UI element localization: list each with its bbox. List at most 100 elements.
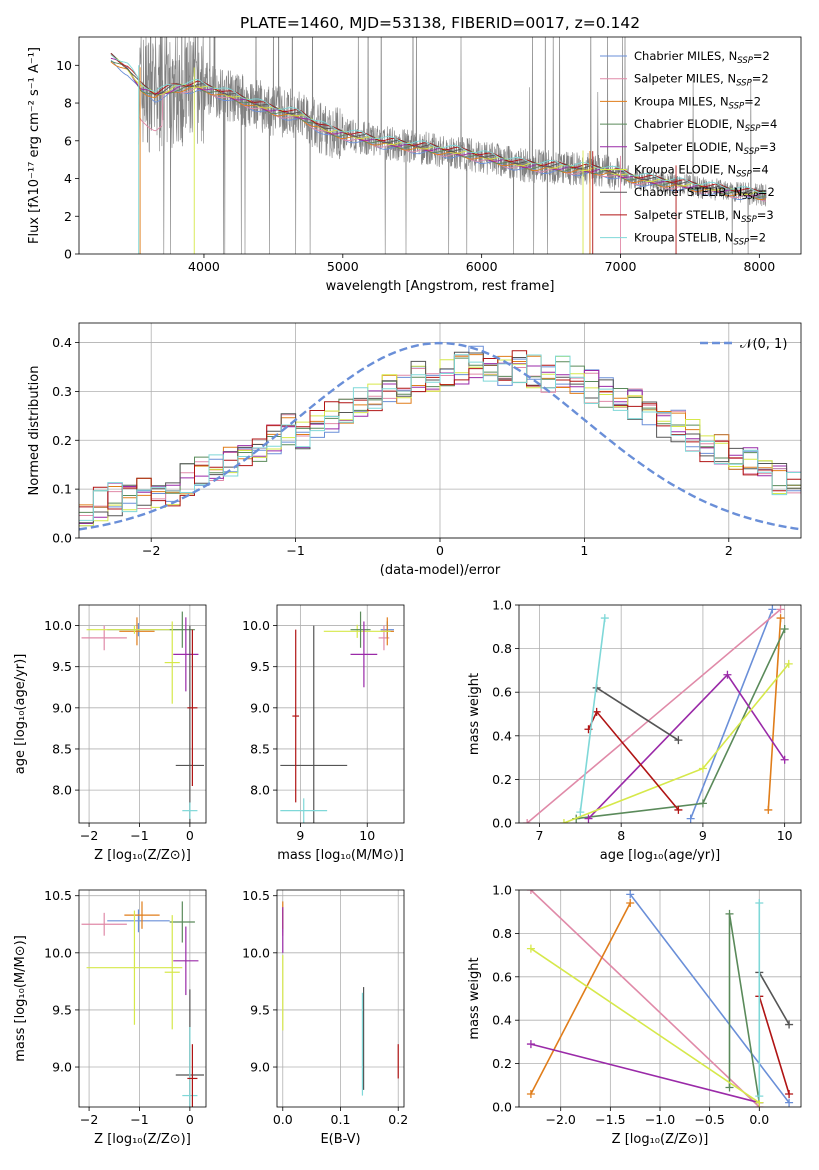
mass-weight-line — [530, 902, 631, 1095]
legend-sub: SSP — [745, 124, 761, 134]
y-tick-label: 0.4 — [52, 335, 72, 350]
y-tick-label: 9.5 — [52, 1002, 72, 1017]
mass-weight-marker — [526, 890, 535, 894]
x-axis-label: (data-model)/error — [380, 563, 501, 578]
x-tick-label: 0 — [186, 828, 194, 843]
legend-suffix: =2 — [753, 49, 770, 63]
mass-weight-line — [767, 618, 782, 810]
plot-area — [110, 37, 767, 254]
legend-name: Kroupa ELODIE, N — [634, 163, 736, 177]
legend-suffix: =2 — [749, 231, 766, 245]
legend-name: Kroupa MILES, N — [634, 94, 729, 108]
mass-weight-marker — [674, 736, 683, 745]
mass-weight-marker — [526, 1089, 535, 1098]
y-tick-label: 9.0 — [52, 700, 72, 715]
chart-3: −2 −1 0 8.0 8.5 9.0 9.5 10.0 Z [log₁₀(Z/Z⊙)] age … — [13, 604, 207, 863]
x-axis-label: age [log₁₀(age/yr)] — [600, 848, 721, 863]
y-tick-label: 0.4 — [492, 728, 512, 743]
axes-frame — [518, 889, 802, 1108]
x-tick-label: 0.2 — [388, 1112, 408, 1127]
y-tick-label: 0.2 — [492, 772, 512, 787]
plot-area — [81, 611, 204, 823]
mass-weight-marker — [784, 659, 793, 668]
y-tick-label: 8.0 — [52, 783, 72, 798]
x-tick-label: 5000 — [327, 259, 359, 274]
y-tick-label: 8 — [64, 96, 72, 111]
y-tick-label: 10.5 — [44, 888, 72, 903]
y-tick-label: 0.3 — [52, 384, 72, 399]
mass-weight-marker — [776, 605, 785, 614]
legend-sub: SSP — [736, 170, 752, 180]
y-axis-label: mass [log₁₀(M/M⊙)] — [13, 935, 28, 1062]
y-tick-label: 0 — [64, 247, 72, 262]
x-tick-label: −2.0 — [546, 1112, 576, 1127]
legend-entry: Salpeter MILES, NSSP=2 — [634, 72, 769, 89]
plot-area — [280, 611, 394, 823]
observed-spectrum — [138, 37, 767, 254]
mass-weight-marker — [755, 899, 764, 908]
mass-weight-marker — [674, 805, 683, 814]
y-tick-label: 0.6 — [492, 969, 512, 984]
mass-weight-line — [530, 890, 760, 1107]
legend-entry: Salpeter ELODIE, NSSP=3 — [634, 140, 776, 157]
legend-entry: Salpeter STELIB, NSSP=3 — [634, 208, 774, 225]
legend-name: Salpeter MILES, N — [634, 72, 736, 86]
y-tick-label: 0.8 — [492, 641, 512, 656]
axes-frame — [518, 604, 802, 824]
legend-suffix: =4 — [752, 163, 769, 177]
mass-weight-marker — [626, 890, 635, 899]
x-tick-label: 9 — [296, 828, 304, 843]
y-tick-label: 2 — [64, 209, 72, 224]
x-tick-label: 0 — [186, 1112, 194, 1127]
x-axis-label: Z [log₁₀(Z/Z⊙)] — [94, 848, 191, 863]
x-tick-label: 7 — [535, 828, 543, 843]
chart-1: 4000 5000 6000 7000 8000 0 2 4 6 8 10 PLATE=1460, M… — [27, 14, 802, 294]
mass-weight-marker — [723, 670, 732, 679]
axes-frame — [78, 604, 207, 824]
legend-suffix: =2 — [744, 94, 761, 108]
x-tick-label: 10 — [359, 828, 375, 843]
chart-7: 0.0 0.1 0.2 9.0 9.5 10.0 10.5 E(B-V) — [242, 888, 408, 1147]
plot-area — [81, 901, 204, 1107]
plot-area — [526, 890, 794, 1107]
mass-weight-marker — [626, 899, 635, 908]
y-tick-label: 8.5 — [52, 741, 72, 756]
x-tick-label: −2 — [142, 543, 160, 558]
legend-suffix: =2 — [758, 185, 775, 199]
legend-suffix: =2 — [752, 72, 769, 86]
gaussian-curve — [79, 341, 801, 531]
mass-weight-marker — [698, 764, 707, 773]
legend-entry: Kroupa MILES, NSSP=2 — [634, 94, 761, 111]
x-tick-label: −1 — [130, 828, 148, 843]
plot-area — [523, 605, 793, 823]
x-tick-label: 1 — [580, 543, 588, 558]
chart-2: −2 −1 0 1 2 0.0 0.1 0.2 0.3 0.4 (data-model)/error… — [27, 322, 802, 578]
y-axis-label: mass weight — [467, 957, 482, 1039]
mass-weight-marker — [776, 614, 785, 623]
y-tick-label: 8.5 — [250, 741, 270, 756]
mass-weight-marker — [686, 814, 695, 823]
y-tick-label: 10.0 — [44, 945, 72, 960]
legend-entry: Chabrier MILES, NSSP=2 — [634, 49, 770, 66]
mass-weight-marker — [592, 707, 601, 716]
legend-sub: SSP — [742, 192, 758, 202]
y-tick-label: 0.0 — [492, 816, 512, 831]
legend-sub: SSP — [744, 147, 760, 157]
mass-weight-line — [579, 617, 606, 813]
mass-weight-marker — [785, 1020, 794, 1029]
mass-weight-marker — [755, 1092, 764, 1101]
x-tick-label: 8 — [617, 828, 625, 843]
y-axis-label: Normed distribution — [27, 366, 42, 496]
y-tick-label: 9.0 — [250, 1060, 270, 1075]
y-tick-label: 0.0 — [492, 1100, 512, 1115]
y-tick-label: 0.2 — [492, 1056, 512, 1071]
mass-weight-line — [629, 893, 790, 1104]
model-line — [110, 57, 766, 197]
mass-weight-marker — [584, 814, 593, 823]
legend-entry: Kroupa ELODIE, NSSP=4 — [634, 163, 769, 180]
chart-5: 7 8 9 10 0.0 0.2 0.4 0.6 0.8 1.0 age [log₁₀(age/yr… — [467, 598, 802, 863]
y-tick-label: 1.0 — [492, 598, 512, 613]
x-tick-label: 0.1 — [331, 1112, 351, 1127]
mass-weight-marker — [526, 944, 535, 953]
